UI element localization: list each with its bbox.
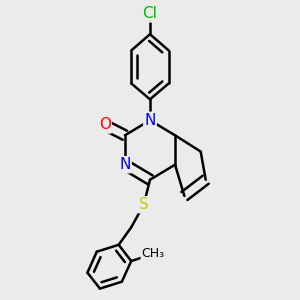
Text: O: O [99, 118, 111, 133]
Text: S: S [139, 197, 148, 212]
Text: N: N [144, 113, 156, 128]
Text: CH₃: CH₃ [142, 248, 165, 260]
Text: Cl: Cl [142, 6, 158, 21]
Text: N: N [119, 157, 131, 172]
